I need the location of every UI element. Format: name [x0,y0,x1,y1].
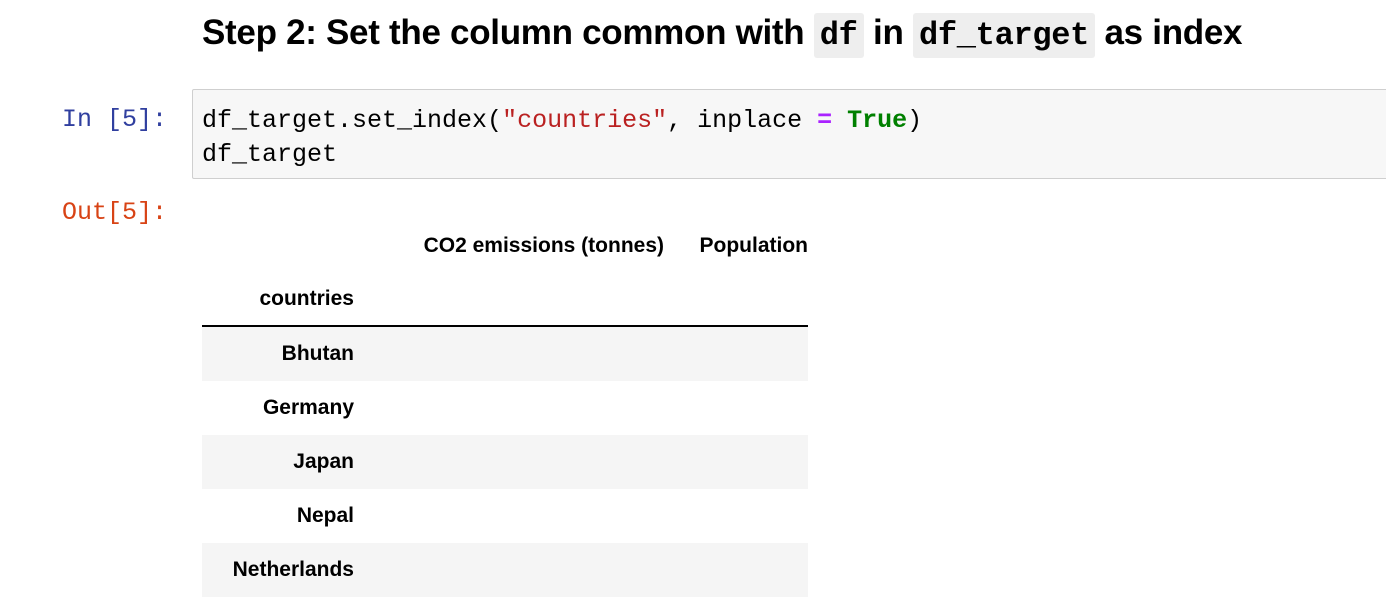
heading-code-df-target: df_target [912,13,1096,58]
index-name: countries [259,287,354,310]
row-index: Germany [262,396,354,419]
heading-text-before: Step 2: Set the column common with [202,13,814,52]
code-space [832,106,847,135]
column-header: Population [699,234,809,257]
code-close-paren: ) [907,106,923,135]
heading-code-df: df [813,13,864,58]
code-input-area[interactable]: df_target.set_index("countries", inplace… [192,89,1386,179]
code-string: "countries" [502,106,668,135]
column-header-row: CO2 emissions (tonnes) Population [202,219,808,273]
code-line-2: df_target [202,140,338,169]
table-row: Bhutan [202,327,808,381]
row-index: Japan [293,450,354,473]
markdown-heading: Step 2: Set the column common with df in… [202,8,1242,61]
table-row: Netherlands [202,543,808,597]
table-row: Japan [202,435,808,489]
table-row: Nepal [202,489,808,543]
heading-text-middle: in [863,13,913,52]
code-keyword: True [847,106,908,135]
input-prompt: In [5]: [62,105,168,134]
dataframe-table: CO2 emissions (tonnes) Population countr… [202,219,808,597]
code-argument: , inplace [667,106,818,135]
code-operator: = [817,106,833,135]
row-index: Nepal [296,504,354,527]
column-header: CO2 emissions (tonnes) [423,234,664,257]
output-prompt: Out[5]: [62,198,168,227]
heading-text-after: as index [1095,13,1243,52]
code-line-1: df_target.set_index("countries", inplace… [202,104,922,138]
row-index: Bhutan [281,342,354,365]
row-index: Netherlands [232,558,354,581]
code-call: df_target.set_index( [202,106,503,135]
table-row: Germany [202,381,808,435]
index-name-row: countries [202,273,808,327]
